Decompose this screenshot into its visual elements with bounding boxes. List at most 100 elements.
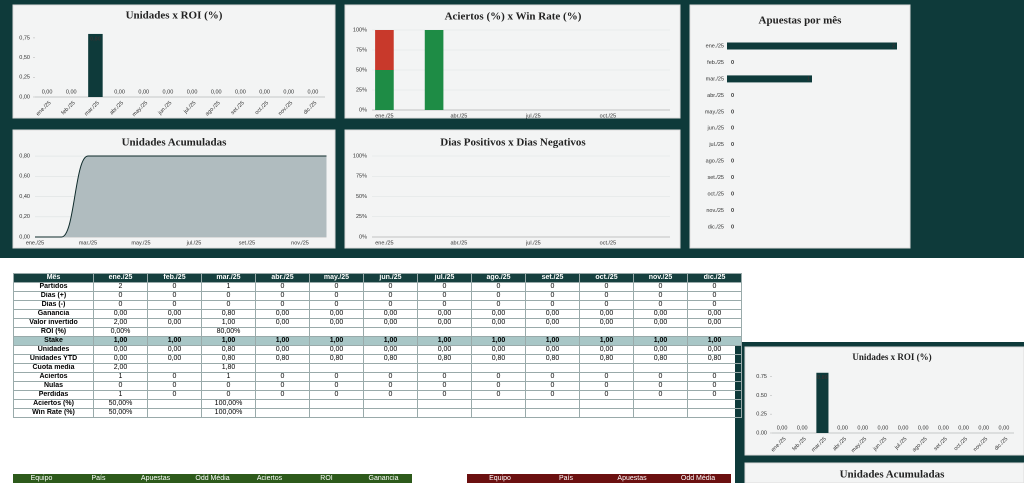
stacked-bar — [424, 30, 444, 110]
table-cell: 0,00 — [579, 345, 634, 355]
y-tick-label: ene./25 — [706, 43, 724, 49]
table-cell — [255, 408, 310, 418]
table-cell: 0,00 — [363, 345, 418, 355]
y-tick-label: 0% — [359, 107, 367, 113]
table-cell: 0 — [363, 291, 418, 301]
table-cell: 0,00 — [417, 309, 472, 319]
table-cell: 0,00 — [633, 309, 688, 319]
table-cell: 0,00 — [687, 345, 742, 355]
table-cell: 1,00 — [93, 336, 148, 346]
table-cell — [309, 399, 364, 409]
data-label: 0 — [731, 126, 734, 132]
table-cell: 0 — [309, 381, 364, 391]
table-cell: 1,00 — [201, 318, 256, 328]
y-tick-label: jun./25 — [706, 126, 724, 132]
table-cell: 0 — [633, 390, 688, 400]
data-label: 0,00 — [187, 89, 198, 95]
y-tick-label: abr./25 — [707, 93, 724, 99]
data-label: 0,00 — [837, 425, 848, 431]
monthly-table: Mês ene./25 feb./25 mar./25 abr./25 may./25 ju… — [13, 273, 742, 418]
data-label: 0,80 — [817, 375, 828, 381]
y-tick-label: 0,50 — [19, 55, 30, 61]
table-cell — [255, 327, 310, 337]
bar — [816, 372, 829, 433]
table-cell: 0 — [363, 381, 418, 391]
table-cell: 0,00 — [147, 354, 202, 364]
chart-title: Unidades x ROI (%) — [126, 10, 223, 22]
header-cell: Apuestas — [599, 474, 665, 483]
header-cell: set./25 — [525, 273, 580, 283]
table-cell: 0 — [147, 282, 202, 292]
y-tick-label: 75% — [356, 174, 367, 180]
table-cell — [687, 363, 742, 373]
table-cell: 1,00 — [417, 336, 472, 346]
data-label: 0,00 — [777, 425, 788, 431]
data-label: 0,00 — [938, 425, 949, 431]
header-cell: abr./25 — [255, 273, 310, 283]
team-table-green: Equipo País Apuestas Odd Média Aciertos ROI Ga… — [13, 474, 412, 483]
table-cell: 0,80 — [201, 345, 256, 355]
header-cell: Mês — [13, 273, 94, 283]
table-row: Unidades YTD 0,00 0,00 0,80 0,80 0,80 0,80 0,80… — [13, 354, 742, 364]
table-cell — [471, 399, 526, 409]
y-tick-label: 0.00 — [756, 430, 767, 436]
header-cell: dic./25 — [687, 273, 742, 283]
data-label: 0 — [731, 208, 734, 214]
table-cell: 0,80 — [687, 354, 742, 364]
row-label: Win Rate (%) — [13, 408, 94, 418]
data-label: 0,00 — [878, 425, 889, 431]
row-label: Dias (+) — [13, 291, 94, 301]
table-cell: 1,00 — [687, 336, 742, 346]
table-cell — [417, 399, 472, 409]
table-cell: 0,80 — [255, 354, 310, 364]
table-cell — [579, 363, 634, 373]
table-cell: 0,80 — [363, 354, 418, 364]
table-cell: 0,00 — [687, 318, 742, 328]
table-cell: 0 — [687, 282, 742, 292]
chart-title: Unidades x ROI (%) — [852, 352, 931, 362]
y-tick-label: 0,40 — [19, 194, 30, 200]
table-cell: 0,00 — [525, 309, 580, 319]
data-label: 0 — [731, 192, 734, 198]
header-cell: País — [533, 474, 599, 483]
chart-title: Dias Positivos x Dias Negativos — [440, 137, 586, 149]
stacked-bar — [375, 70, 394, 110]
y-tick-label: 0,00 — [19, 94, 30, 100]
table-cell — [147, 327, 202, 337]
table-cell: 0,80 — [309, 354, 364, 364]
table-cell: 1,00 — [471, 336, 526, 346]
table-row: Unidades 0,00 0,00 0,80 0,00 0,00 0,00 0,00 0,00… — [13, 345, 742, 355]
x-tick-label: abr./25 — [451, 240, 468, 246]
table-cell: 0 — [147, 372, 202, 382]
table-cell: 0 — [417, 372, 472, 382]
row-label: ROI (%) — [13, 327, 94, 337]
header-row: Equipo País Apuestas Odd Média — [467, 474, 731, 483]
table-cell: 0 — [525, 390, 580, 400]
header-cell: may./25 — [309, 273, 364, 283]
table-row: Win Rate (%) 50,00% 100,00% — [13, 408, 742, 418]
data-label: 0,00 — [283, 89, 294, 95]
table-cell: 0 — [633, 300, 688, 310]
table-cell: 0 — [309, 300, 364, 310]
table-cell: 0,00 — [93, 309, 148, 319]
table-row: Aciertos (%) 50,00% 100,00% — [13, 399, 742, 409]
table-cell: 0 — [309, 291, 364, 301]
x-tick-label: jul./25 — [525, 113, 541, 119]
table-cell: 0 — [255, 372, 310, 382]
bar — [727, 42, 897, 50]
data-label: 0,00 — [235, 89, 246, 95]
y-tick-label: 0,00 — [19, 234, 30, 240]
table-cell — [147, 399, 202, 409]
y-tick-label: 0% — [359, 234, 367, 240]
table-cell: 1,80 — [201, 363, 256, 373]
x-tick-label: abr./25 — [451, 113, 468, 119]
table-cell: 0,00 — [525, 318, 580, 328]
data-label: 0,00 — [66, 89, 77, 95]
table-cell: 1,00 — [201, 336, 256, 346]
table-cell: 0,00 — [525, 345, 580, 355]
row-label: Aciertos — [13, 372, 94, 382]
table-cell: 0 — [471, 381, 526, 391]
table-cell: 0 — [201, 390, 256, 400]
